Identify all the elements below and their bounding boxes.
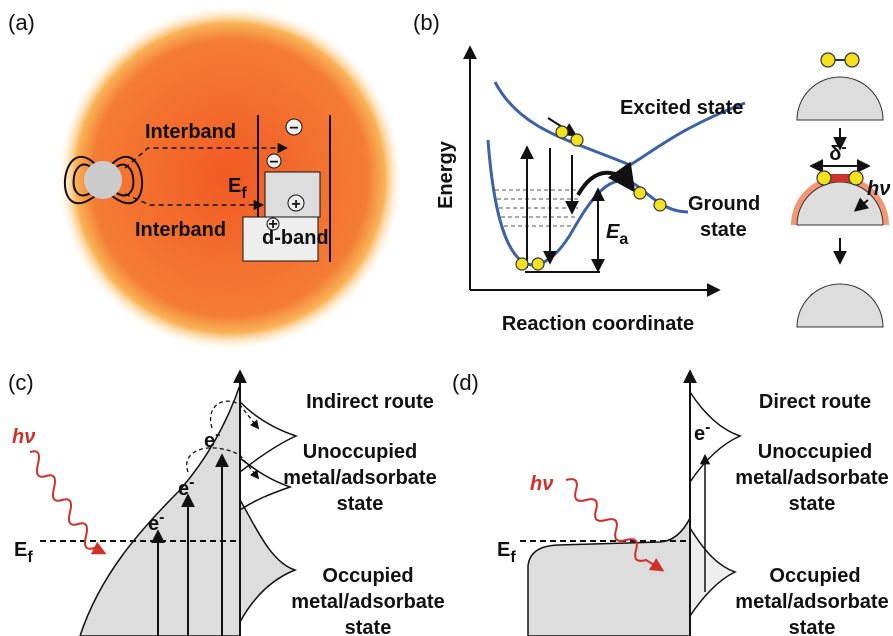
unoccupied-peak xyxy=(240,402,296,472)
interband-label: Interband xyxy=(135,219,226,241)
occupied-label: Occupied xyxy=(322,565,413,587)
fermi-symbol: E xyxy=(497,539,510,561)
fermi-subscript: f xyxy=(241,185,247,202)
hole-sign: + xyxy=(291,196,300,213)
unoccupied-label: Unoccupied xyxy=(303,441,417,463)
occupied-label: metal/adsorbate xyxy=(291,591,444,613)
activation-symbol: E xyxy=(606,221,620,243)
occupied-label: Occupied xyxy=(769,565,860,587)
electron-symbol: e xyxy=(148,513,159,535)
photon-label: hν xyxy=(530,473,553,495)
electron-label: e- xyxy=(694,419,710,445)
occupied-peak xyxy=(690,528,735,616)
panel-label: (a) xyxy=(8,10,35,35)
fermi-symbol: E xyxy=(14,539,27,561)
occupied-label: metal/adsorbate xyxy=(735,591,888,613)
fermi-subscript: f xyxy=(27,549,33,566)
unoccupied-label: metal/adsorbate xyxy=(735,467,888,489)
ground-state-label: state xyxy=(700,219,747,241)
occupied-label: state xyxy=(789,617,836,636)
photon-label: hν xyxy=(12,426,35,448)
electron-sign: − xyxy=(289,120,298,137)
interband-label: Interband xyxy=(145,121,236,143)
electron-superscript: - xyxy=(189,474,194,491)
fermi-subscript: f xyxy=(510,549,516,566)
charge-label: δ- xyxy=(829,139,846,165)
panel-label: (b) xyxy=(413,10,440,35)
hole-sign: + xyxy=(268,216,277,233)
molecules xyxy=(516,126,666,270)
unoccupied-label: state xyxy=(337,493,384,515)
electron-superscript: - xyxy=(159,509,164,526)
electron-superscript: - xyxy=(705,419,710,436)
fermi-label: Ef xyxy=(14,539,33,566)
route-title: Indirect route xyxy=(306,391,434,413)
occupied-dos xyxy=(528,518,690,636)
figure: (a) Interband Interband Ef d-band − − + … xyxy=(0,0,893,636)
y-axis-label: Energy xyxy=(435,140,457,209)
route-title: Direct route xyxy=(759,391,871,413)
photon-label: hν xyxy=(867,178,890,200)
electron-symbol: e xyxy=(204,430,215,452)
photon-wave xyxy=(30,451,104,553)
electron-symbol: e xyxy=(694,423,705,445)
excited-state-label: Excited state xyxy=(620,97,743,119)
activation-subscript: a xyxy=(619,231,628,248)
unoccupied-label: state xyxy=(789,493,836,515)
occupied-label: state xyxy=(345,617,392,636)
x-axis-label: Reaction coordinate xyxy=(502,313,694,335)
unoccupied-label: metal/adsorbate xyxy=(283,467,436,489)
fermi-symbol: E xyxy=(228,175,241,197)
charge-superscript: - xyxy=(841,139,846,156)
activation-label: Ea xyxy=(606,221,628,248)
excited-curve xyxy=(495,82,745,165)
panel-label: (c) xyxy=(8,370,34,395)
unoccupied-label: Unoccupied xyxy=(758,441,872,463)
dome xyxy=(797,77,883,120)
dome xyxy=(797,284,883,327)
occupied-peak xyxy=(240,500,295,622)
vibrational-levels xyxy=(495,190,582,226)
electron-superscript: - xyxy=(215,426,220,443)
panel-label: (d) xyxy=(452,370,479,395)
charge-symbol: δ xyxy=(829,143,841,165)
ground-state-label: Ground xyxy=(688,193,760,215)
reaction-arrow xyxy=(578,173,632,195)
sphere xyxy=(84,161,122,199)
fermi-label: Ef xyxy=(497,539,516,566)
electron-sign: − xyxy=(269,154,278,171)
electron-symbol: e xyxy=(178,478,189,500)
